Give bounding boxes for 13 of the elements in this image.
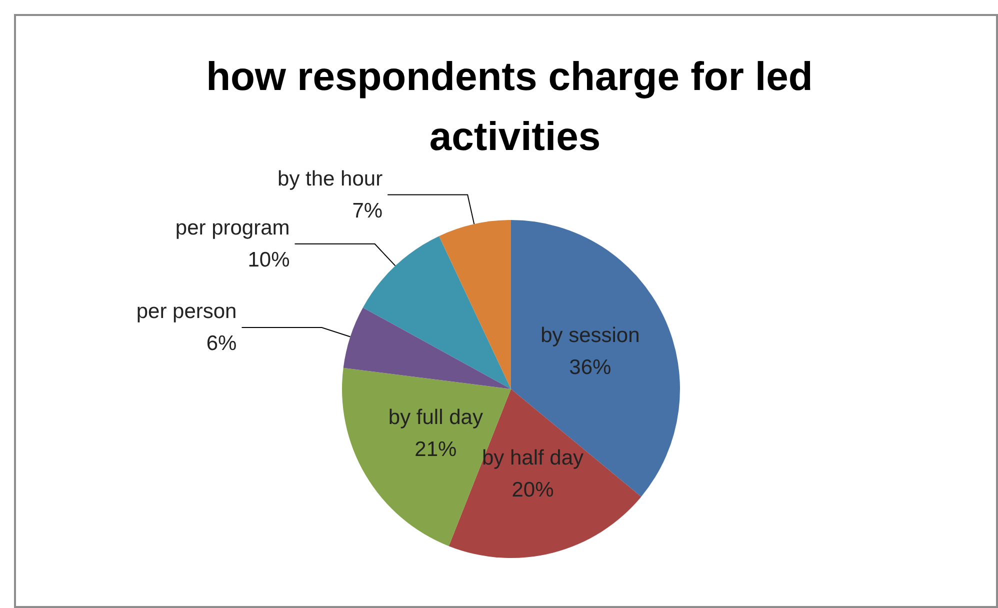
slice-label: by the hour: [278, 167, 383, 190]
slice-label: per program: [175, 216, 290, 240]
slice-label: by full day: [388, 406, 484, 430]
data-label: 10%: [248, 248, 290, 272]
slice-label: per person: [136, 300, 237, 324]
data-label: 20%: [512, 478, 554, 502]
slice-label: by half day: [482, 446, 584, 470]
data-label: 7%: [352, 199, 383, 222]
slice-label: by session: [540, 324, 640, 348]
chart-title: how respondents charge for led activities: [206, 55, 824, 159]
data-label: 36%: [569, 356, 612, 380]
data-label: 6%: [206, 332, 237, 356]
data-label: 21%: [414, 438, 457, 462]
